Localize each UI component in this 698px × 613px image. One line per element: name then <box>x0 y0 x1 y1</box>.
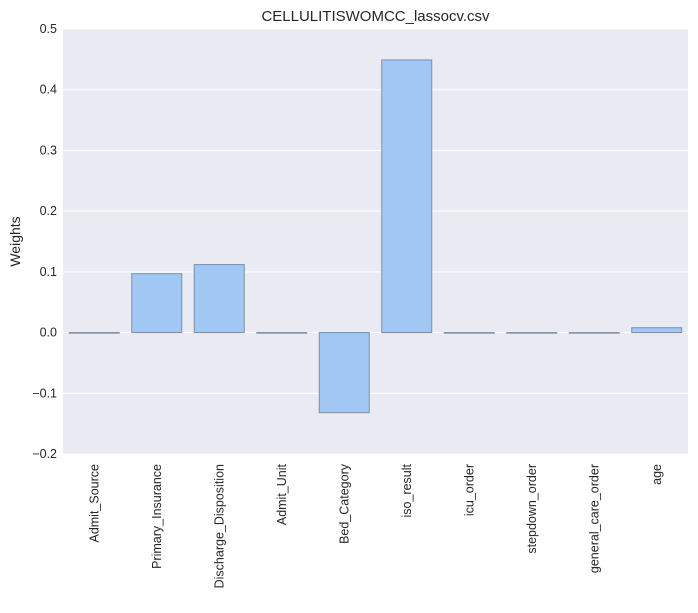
x-tick-label: stepdown_order <box>525 464 539 554</box>
y-tick-label: 0.2 <box>40 204 57 218</box>
y-tick-label: −0.1 <box>32 386 57 400</box>
x-tick-label: general_care_order <box>587 464 601 573</box>
y-tick-label: 0.1 <box>40 265 57 279</box>
y-tick-label: −0.2 <box>32 447 57 461</box>
y-tick-label: 0.4 <box>40 83 57 97</box>
bar-primary-insurance <box>131 273 183 334</box>
bar-bed-category <box>318 332 370 414</box>
y-tick-labels: −0.2 −0.1 0.0 0.1 0.2 0.3 0.4 0.5 <box>32 22 57 461</box>
x-tick-label: Discharge_Disposition <box>212 464 226 588</box>
x-tick-label: icu_order <box>462 464 476 516</box>
x-tick-label: age <box>650 464 664 485</box>
y-tick-label: 0.3 <box>40 143 57 157</box>
bar-admit-source <box>68 332 120 334</box>
x-tick-label: iso_result <box>400 463 414 517</box>
bar-discharge-disposition <box>193 264 245 334</box>
chart-title: CELLULITISWOMCC_lassocv.csv <box>261 8 490 25</box>
y-tick-label: 0.5 <box>40 22 57 36</box>
plot-area <box>63 29 688 454</box>
bars <box>68 59 683 414</box>
bar-stepdown-order <box>506 332 558 334</box>
y-tick-label: 0.0 <box>40 326 57 340</box>
x-tick-label: Admit_Unit <box>275 463 289 525</box>
bar-general-care-order <box>568 332 620 334</box>
bar-icu-order <box>443 332 495 334</box>
bar-age <box>631 327 683 334</box>
x-tick-labels: Admit_Source Primary_Insurance Discharge_D… <box>87 463 664 588</box>
x-tick-label: Admit_Source <box>87 464 101 543</box>
bar-admit-unit <box>256 332 308 334</box>
x-tick-label: Primary_Insurance <box>150 464 164 569</box>
y-axis-label: Weights <box>7 216 23 266</box>
bar-iso-result <box>381 59 433 334</box>
x-tick-label: Bed_Category <box>337 463 351 544</box>
